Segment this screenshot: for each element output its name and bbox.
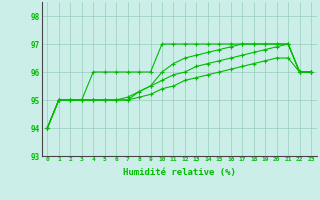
X-axis label: Humidité relative (%): Humidité relative (%) [123, 168, 236, 177]
